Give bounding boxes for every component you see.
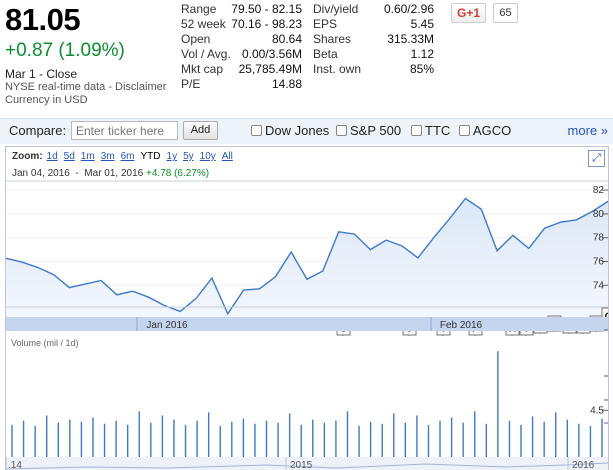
price-line	[6, 197, 608, 316]
zoom-label: Zoom:	[12, 151, 43, 162]
compare-dow-jones[interactable]: Dow Jones	[251, 123, 329, 138]
range-start: Jan 04, 2016	[12, 168, 70, 179]
volume-tick-label: 4.5	[590, 405, 604, 416]
stat-row: 52 week 70.16 - 98.23	[181, 17, 302, 32]
stat-row: Range 79.50 - 82.15	[181, 2, 302, 17]
stat-value: 5.45	[410, 17, 434, 31]
zoom-option-6m[interactable]: 6m	[120, 151, 135, 162]
price-change: +0.87 (1.09%)	[5, 40, 125, 61]
stat-key: 52 week	[181, 17, 226, 31]
zoom-option-3m[interactable]: 3m	[100, 151, 115, 162]
price: 81.05	[5, 2, 81, 37]
close-label: Mar 1 - Close	[5, 67, 78, 81]
stat-key: Mkt cap	[181, 62, 224, 76]
zoom-option-5y[interactable]: 5y	[183, 151, 194, 162]
zoom-option-ytd[interactable]: YTD	[140, 151, 161, 162]
ticker-input[interactable]	[71, 121, 178, 140]
stat-row: Shares 315.33M	[313, 32, 434, 47]
price-tick-label: 74	[593, 280, 605, 291]
month-label: Jan 2016	[146, 320, 188, 331]
stat-key: Open	[181, 32, 211, 46]
stats-right: Div/yield 0.60/2.96 EPS 5.45 Shares 315.33M Be…	[313, 2, 434, 77]
stat-value: 315.33M	[387, 32, 434, 46]
stats-left: Range 79.50 - 82.15 52 week 70.16 - 98.23 Op…	[181, 2, 302, 92]
price-tick-label: 78	[593, 233, 605, 244]
stat-row: Vol / Avg. 0.00/3.56M	[181, 47, 302, 62]
stat-value: 1.12	[410, 47, 434, 61]
data-source: NYSE real-time data - Disclaimer	[5, 81, 167, 93]
month-axis	[6, 317, 608, 331]
chart-frame: Zoom: 1d 5d 1m 3m 6m YTD 1y 5y 10y All Jan 04, 201…	[5, 146, 609, 470]
checkbox-icon[interactable]	[459, 125, 470, 136]
stat-key: Beta	[313, 47, 338, 61]
price-tick-label: 80	[593, 209, 605, 220]
gplus-button[interactable]: G+1	[451, 3, 486, 23]
expand-chart-icon[interactable]: ⤢	[588, 150, 605, 167]
stat-key: P/E	[181, 77, 201, 91]
stat-value: 70.16 - 98.23	[231, 17, 302, 31]
stat-key: Inst. own	[313, 62, 362, 76]
stat-value: 80.64	[271, 32, 302, 46]
overview-line	[6, 462, 608, 470]
price-tick-label: 76	[593, 256, 605, 267]
range-gain: +4.78 (6.27%)	[146, 168, 210, 179]
overview-label: 2016	[572, 460, 595, 470]
stat-row: Div/yield 0.60/2.96	[313, 2, 434, 17]
zoom-option-1m[interactable]: 1m	[80, 151, 95, 162]
source-text: NYSE real-time data	[5, 81, 106, 93]
checkbox-icon[interactable]	[336, 125, 347, 136]
stat-key: Shares	[313, 32, 352, 46]
stat-value: 0.60/2.96	[383, 2, 434, 16]
checkbox-icon[interactable]	[411, 125, 422, 136]
stat-key: EPS	[313, 17, 338, 31]
checkbox-icon[interactable]	[251, 125, 262, 136]
stat-value: 85%	[409, 62, 434, 76]
compare-ttc[interactable]: TTC	[411, 123, 450, 138]
zoom-option-5d[interactable]: 5d	[63, 151, 75, 162]
zoom-option-1d[interactable]: 1d	[46, 151, 58, 162]
month-label: Feb 2016	[440, 320, 483, 331]
stat-row: Inst. own 85%	[313, 62, 434, 77]
more-link[interactable]: more »	[567, 123, 608, 138]
zoom-option-all[interactable]: All	[221, 151, 233, 162]
stat-key: Range	[181, 2, 217, 16]
compare-agco[interactable]: AGCO	[459, 123, 511, 138]
overview-strip[interactable]	[6, 457, 608, 470]
stat-row: Open 80.64	[181, 32, 302, 47]
stat-value: 14.88	[271, 77, 302, 91]
disclaimer-link[interactable]: Disclaimer	[115, 81, 167, 93]
stat-row: EPS 5.45	[313, 17, 434, 32]
gplus-count: 65	[493, 3, 518, 23]
overview-label: 2015	[290, 460, 313, 470]
compare-bar: Compare: Add Dow Jones S&P 500 TTC AGCO …	[0, 118, 613, 144]
compare-sp500[interactable]: S&P 500	[336, 123, 401, 138]
compare-label: Compare:	[9, 123, 67, 138]
zoom-row: Zoom: 1d 5d 1m 3m 6m YTD 1y 5y 10y All	[12, 151, 239, 162]
range-sep: -	[75, 168, 79, 179]
price-area	[6, 198, 608, 317]
add-button[interactable]: Add	[183, 121, 218, 140]
stat-key: Div/yield	[313, 2, 359, 16]
range-end: Mar 01, 2016	[84, 168, 144, 179]
stat-value: 79.50 - 82.15	[231, 2, 302, 16]
zoom-option-10y[interactable]: 10y	[199, 151, 216, 162]
stat-value: 0.00/3.56M	[241, 47, 302, 61]
stat-key: Vol / Avg.	[181, 47, 231, 61]
price-tick-label: 82	[593, 185, 605, 196]
overview-label: .14	[8, 460, 22, 470]
currency-label: Currency in USD	[5, 94, 88, 106]
stat-row: Beta 1.12	[313, 47, 434, 62]
stat-row: Mkt cap 25,785.49M	[181, 62, 302, 77]
date-range: Jan 04, 2016 - Mar 01, 2016 +4.78 (6.27%…	[12, 168, 209, 179]
stat-value: 25,785.49M	[238, 62, 302, 76]
stat-row: P/E 14.88	[181, 77, 302, 92]
volume-label: Volume (mil / 1d)	[11, 338, 79, 348]
zoom-option-1y[interactable]: 1y	[166, 151, 178, 162]
